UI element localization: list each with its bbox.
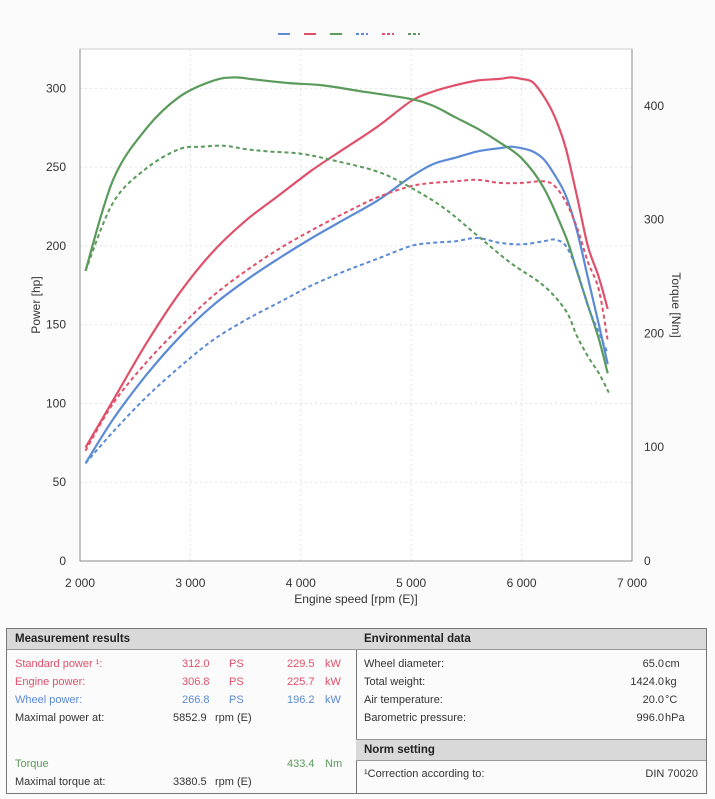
row-value: 225.7: [287, 676, 315, 688]
torque-row: Torque 433.4 Nm: [15, 757, 348, 771]
row-unit: PS: [229, 676, 244, 688]
row-value: 3380.5: [173, 776, 207, 788]
row-value: 20.0: [642, 694, 664, 706]
y-tick-label: 100: [46, 396, 66, 410]
row-label: Wheel power:: [15, 694, 83, 706]
y-tick-label: 0: [59, 554, 66, 568]
wheel-diameter-row: Wheel diameter: 65.0 cm: [364, 657, 698, 671]
wheel-power-row: Wheel power: 266.8 PS 196.2 kW: [15, 693, 348, 707]
row-value: 5852.9: [173, 712, 207, 724]
total-weight-row: Total weight: 1424.0 kg: [364, 675, 698, 689]
row-value: 306.8: [182, 676, 210, 688]
row-value: 996.0: [636, 712, 664, 724]
max-torque-row: Maximal torque at: 3380.5 rpm (E): [15, 775, 348, 789]
row-label: Torque: [15, 758, 49, 770]
row-label: Air temperature:: [364, 694, 443, 706]
norm-setting: Norm setting ¹Correction according to: D…: [356, 739, 706, 780]
row-unit: kW: [325, 676, 341, 688]
measurement-results: Measurement results Standard power ¹: 31…: [7, 629, 357, 793]
norm-row: ¹Correction according to: DIN 70020: [364, 767, 698, 781]
series-line: [84, 236, 609, 464]
engine-power-row: Engine power: 306.8 PS 225.7 kW: [15, 675, 348, 689]
row-value: 433.4: [287, 758, 315, 770]
y2-tick-label: 100: [644, 440, 664, 454]
x-tick-label: 3 000: [175, 576, 205, 590]
row-label: ¹Correction according to:: [364, 768, 485, 780]
row-unit: hPa: [665, 712, 685, 724]
row-unit: cm: [665, 658, 680, 670]
row-label: Total weight:: [364, 676, 426, 688]
x-tick-label: 5 000: [396, 576, 426, 590]
series-line: [84, 76, 609, 449]
row-label: Wheel diameter:: [364, 658, 445, 670]
results-panel: Measurement results Standard power ¹: 31…: [6, 628, 707, 794]
row-value: 312.0: [182, 658, 210, 670]
norm-setting-title: Norm setting: [356, 739, 706, 761]
row-label: Maximal torque at:: [15, 776, 106, 788]
y2-tick-label: 0: [644, 554, 651, 568]
y-tick-label: 150: [46, 318, 66, 332]
row-value: 266.8: [182, 694, 210, 706]
y2-axis-label: Torque [Nm]: [669, 272, 683, 337]
row-value: 1424.0: [630, 676, 664, 688]
row-unit: °C: [665, 694, 678, 706]
y-tick-label: 50: [53, 475, 67, 489]
row-value: 196.2: [287, 694, 315, 706]
max-power-row: Maximal power at: 5852.9 rpm (E): [15, 711, 348, 725]
plot-area: [79, 48, 633, 562]
x-tick-label: 4 000: [286, 576, 316, 590]
row-unit: rpm (E): [215, 712, 252, 724]
row-unit: kW: [325, 694, 341, 706]
row-unit: PS: [229, 694, 244, 706]
row-unit: Nm: [325, 758, 343, 770]
environmental-data-title: Environmental data: [356, 629, 706, 650]
y-tick-label: 250: [46, 160, 66, 174]
x-axis-label: Engine speed [rpm (E)]: [294, 592, 417, 606]
row-label: Engine power:: [15, 676, 86, 688]
air-temperature-row: Air temperature: 20.0 °C: [364, 693, 698, 707]
y2-tick-label: 200: [644, 326, 664, 340]
power-torque-chart: 0 50 100 150 200 250 300 0 100 200 300 400 2 000 3 00…: [29, 33, 683, 606]
row-label: Maximal power at:: [15, 712, 105, 724]
environmental-data: Environmental data Wheel diameter: 65.0 …: [356, 629, 706, 793]
y-tick-label: 200: [46, 239, 66, 253]
y-axis-label: Power [hp]: [29, 276, 43, 333]
row-value: 229.5: [287, 658, 315, 670]
series-line: [84, 76, 609, 374]
x-tick-label: 2 000: [65, 576, 95, 590]
x-tick-label: 7 000: [617, 576, 647, 590]
series-line: [84, 145, 609, 464]
row-label: Standard power ¹:: [15, 658, 103, 670]
row-unit: rpm (E): [215, 776, 252, 788]
y2-tick-label: 300: [644, 213, 664, 227]
row-label: Barometric pressure:: [364, 712, 467, 724]
row-unit: kW: [325, 658, 341, 670]
y2-tick-label: 400: [644, 99, 664, 113]
row-unit: PS: [229, 658, 244, 670]
row-value: 65.0: [642, 658, 664, 670]
standard-power-row: Standard power ¹: 312.0 PS 229.5 kW: [15, 657, 348, 671]
barometric-pressure-row: Barometric pressure: 996.0 hPa: [364, 711, 698, 725]
y-tick-label: 300: [46, 81, 66, 95]
measurement-results-title: Measurement results: [7, 629, 356, 650]
row-unit: kg: [665, 676, 677, 688]
series-line: [84, 144, 610, 394]
x-tick-label: 6 000: [507, 576, 537, 590]
row-value: DIN 70020: [645, 768, 698, 780]
